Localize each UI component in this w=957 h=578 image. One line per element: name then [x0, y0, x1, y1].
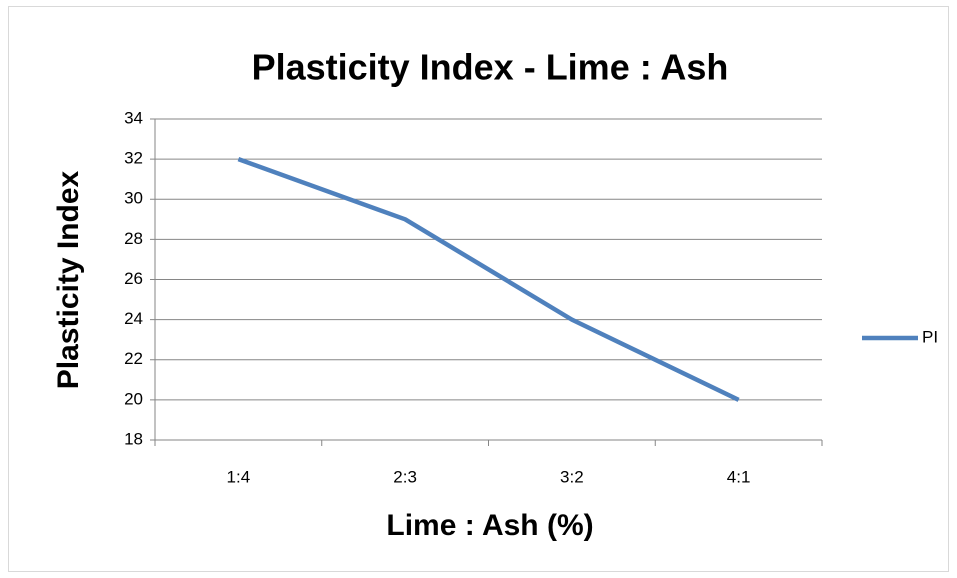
- legend-label: PI: [922, 327, 938, 346]
- y-tick-label: 30: [124, 189, 143, 208]
- y-tick-label: 34: [124, 108, 143, 127]
- x-axis-label: Lime : Ash (%): [386, 509, 593, 542]
- y-tick-label: 26: [124, 269, 143, 288]
- y-tick-label: 22: [124, 349, 143, 368]
- chart-border: [8, 6, 949, 572]
- x-tick-label: 1:4: [227, 467, 251, 486]
- x-tick-label: 3:2: [560, 467, 584, 486]
- x-tick-label: 4:1: [727, 467, 751, 486]
- y-tick-label: 20: [124, 389, 143, 408]
- data-line: [237, 157, 740, 402]
- x-tick-label: 2:3: [393, 467, 417, 486]
- y-tick-label: 32: [124, 149, 143, 168]
- y-tick-label: 28: [124, 229, 143, 248]
- y-tick-label: 18: [124, 429, 143, 448]
- y-axis-label: Plasticity Index: [52, 170, 85, 389]
- y-tick-label: 24: [124, 309, 143, 328]
- chart-title: Plasticity Index - Lime : Ash: [252, 47, 729, 88]
